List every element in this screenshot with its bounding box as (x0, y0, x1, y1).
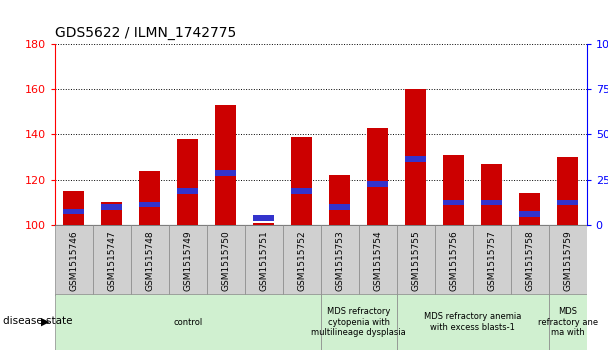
Bar (178, 139, 198, 225)
Bar (330, 204, 350, 210)
Bar (558, 200, 578, 205)
Text: MDS refractory
cytopenia with
multilineage dysplasia: MDS refractory cytopenia with multilinea… (311, 307, 406, 337)
Bar (321, 294, 396, 350)
Bar (254, 215, 274, 221)
Text: GSM1515755: GSM1515755 (411, 231, 420, 291)
Bar (55, 294, 321, 350)
Bar (63, 191, 84, 225)
Text: ▶: ▶ (41, 316, 50, 326)
Text: control: control (173, 318, 202, 327)
Bar (63, 209, 84, 214)
Text: GSM1515754: GSM1515754 (373, 231, 382, 291)
Bar (102, 202, 122, 225)
Text: GSM1515752: GSM1515752 (297, 231, 306, 291)
Bar (482, 164, 502, 225)
Bar (406, 89, 426, 225)
Text: GSM1515746: GSM1515746 (69, 231, 78, 291)
Bar (406, 156, 426, 162)
Bar (443, 155, 464, 225)
Text: MDS
refractory ane
ma with: MDS refractory ane ma with (537, 307, 598, 337)
Bar (548, 225, 587, 296)
Bar (396, 225, 435, 296)
Bar (396, 294, 548, 350)
Text: GSM1515753: GSM1515753 (335, 231, 344, 291)
Bar (139, 171, 160, 225)
Bar (215, 170, 236, 176)
Text: GSM1515750: GSM1515750 (221, 231, 230, 291)
Bar (519, 193, 540, 225)
Bar (291, 136, 312, 225)
Text: GSM1515757: GSM1515757 (487, 231, 496, 291)
Bar (359, 225, 396, 296)
Text: GDS5622 / ILMN_1742775: GDS5622 / ILMN_1742775 (55, 26, 236, 40)
Bar (330, 175, 350, 225)
Bar (131, 225, 168, 296)
Bar (207, 225, 244, 296)
Bar (283, 225, 321, 296)
Bar (92, 225, 131, 296)
Bar (367, 182, 388, 187)
Text: GSM1515751: GSM1515751 (259, 231, 268, 291)
Bar (102, 204, 122, 210)
Bar (55, 225, 92, 296)
Bar (178, 188, 198, 194)
Bar (321, 225, 359, 296)
Text: GSM1515749: GSM1515749 (183, 231, 192, 291)
Bar (548, 294, 587, 350)
Text: GSM1515758: GSM1515758 (525, 231, 534, 291)
Text: GSM1515759: GSM1515759 (563, 231, 572, 291)
Text: GSM1515756: GSM1515756 (449, 231, 458, 291)
Text: MDS refractory anemia
with excess blasts-1: MDS refractory anemia with excess blasts… (424, 313, 522, 332)
Bar (168, 225, 207, 296)
Bar (511, 225, 548, 296)
Bar (519, 211, 540, 217)
Text: GSM1515748: GSM1515748 (145, 231, 154, 291)
Bar (435, 225, 473, 296)
Bar (482, 200, 502, 205)
Bar (367, 127, 388, 225)
Text: GSM1515747: GSM1515747 (107, 231, 116, 291)
Bar (443, 200, 464, 205)
Bar (244, 225, 283, 296)
Bar (558, 157, 578, 225)
Bar (254, 223, 274, 225)
Bar (215, 105, 236, 225)
Bar (291, 188, 312, 194)
Text: disease state: disease state (3, 316, 72, 326)
Bar (473, 225, 511, 296)
Bar (139, 202, 160, 208)
